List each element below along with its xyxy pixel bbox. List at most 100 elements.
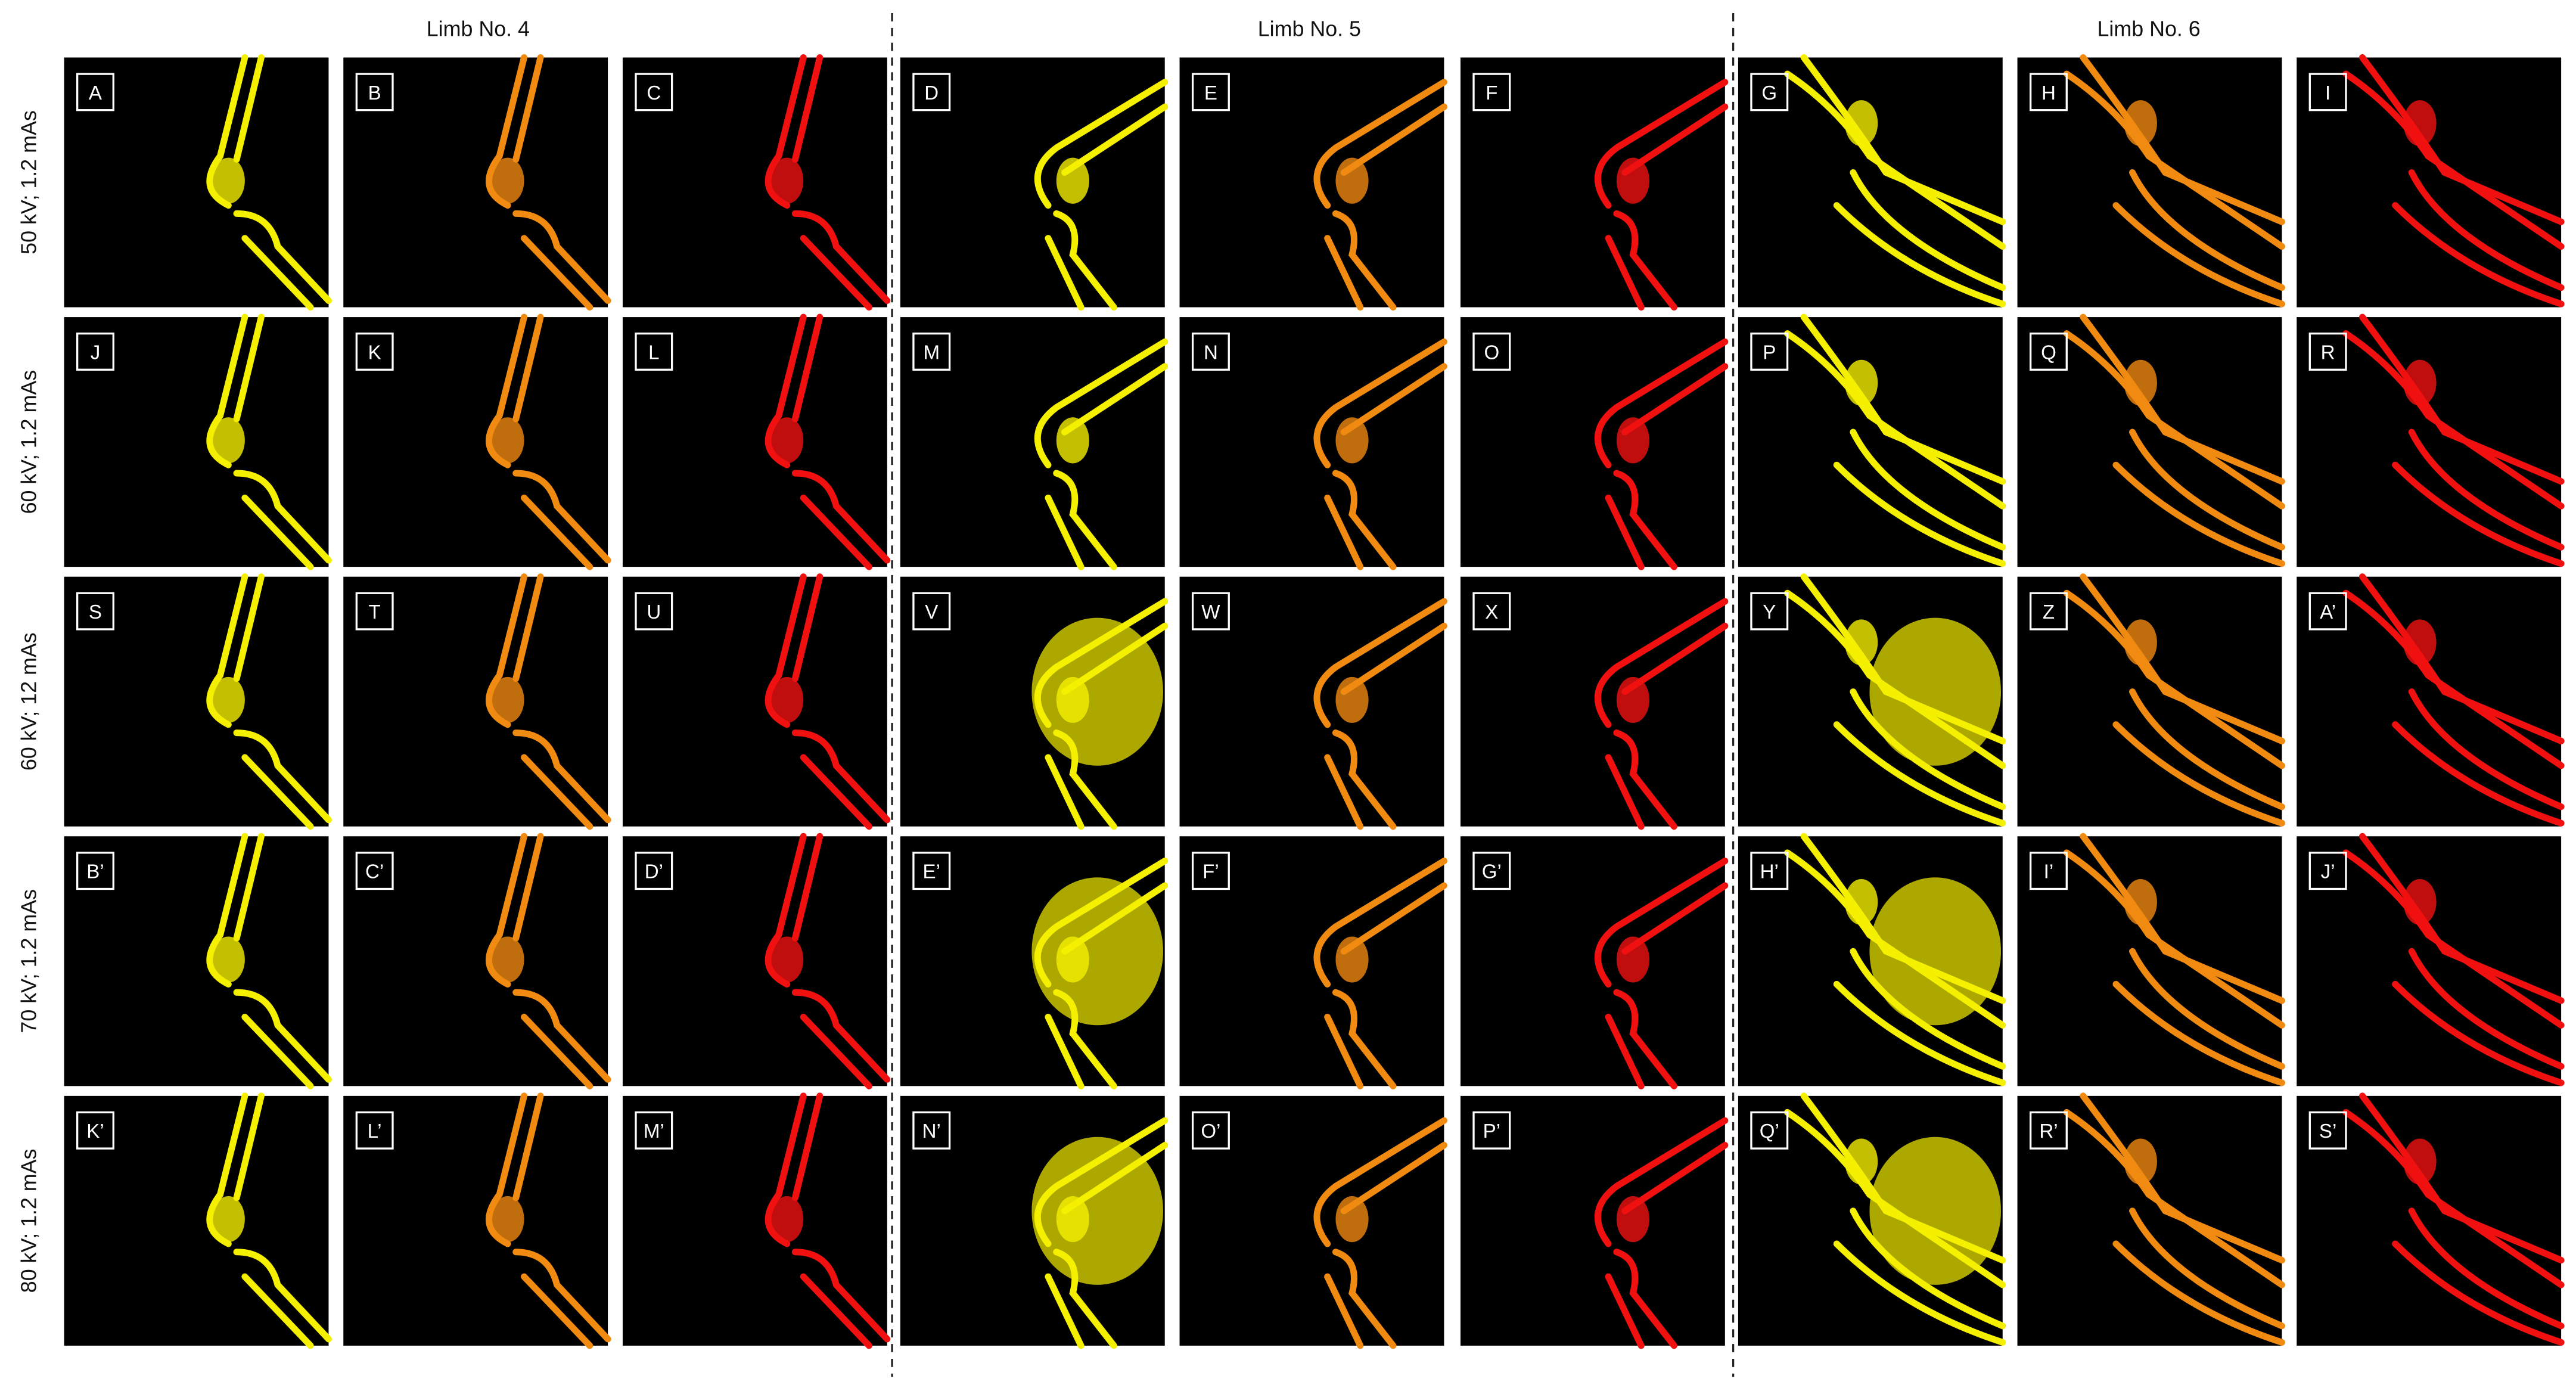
bone <box>1332 1249 1397 1349</box>
bone <box>521 1273 593 1349</box>
panel-label: F <box>1486 82 1497 104</box>
bone <box>2342 70 2565 250</box>
joint <box>1616 157 1650 204</box>
bone <box>1313 79 1447 209</box>
panel-background <box>64 836 329 1086</box>
panel-label: O <box>1484 341 1499 364</box>
label-box <box>635 1111 673 1150</box>
bone <box>791 210 891 305</box>
bone <box>1833 1240 2006 1346</box>
image-panel: E <box>1179 57 1447 311</box>
joint <box>2124 1138 2157 1185</box>
image-panel: B <box>343 54 611 311</box>
bone <box>1034 79 1169 209</box>
panel-label: E <box>1204 82 1217 104</box>
image-panel: C <box>622 54 891 311</box>
joint <box>212 1196 245 1243</box>
panel-background <box>900 57 1165 308</box>
label-box <box>1750 73 1789 111</box>
panel-background <box>1179 57 1444 308</box>
bone <box>2063 1109 2285 1288</box>
image-panel: A <box>64 54 332 311</box>
joint <box>1616 1196 1650 1243</box>
image-panel: L <box>622 313 891 570</box>
panel-label: N <box>1204 341 1218 364</box>
bone <box>233 989 332 1083</box>
bone <box>2408 169 2565 291</box>
bone <box>1833 202 2006 308</box>
row-label: 60 kV; 12 mAs <box>17 632 41 771</box>
bone <box>2129 1207 2285 1330</box>
image-panel: K’ <box>64 1092 332 1349</box>
label-box <box>1472 73 1511 111</box>
bone <box>800 235 873 311</box>
panel-label: G <box>1761 82 1777 104</box>
bone <box>1324 494 1364 570</box>
bone <box>2129 948 2285 1070</box>
bone <box>2112 202 2285 308</box>
image-panel: K <box>343 313 611 570</box>
image-panel: Z <box>2017 573 2285 827</box>
panel-label: M <box>923 341 940 364</box>
bone <box>241 754 314 830</box>
panel-background <box>343 576 608 827</box>
bone <box>2408 1207 2565 1330</box>
bone <box>233 470 332 564</box>
bone <box>2342 1109 2565 1288</box>
bone <box>1833 461 2006 567</box>
bone <box>521 494 593 570</box>
row-label: 60 kV; 1.2 mAs <box>17 370 41 514</box>
image-panel: J <box>64 313 332 570</box>
label-box <box>912 592 951 631</box>
image-panel: M <box>900 317 1169 570</box>
label-box <box>2308 73 2347 111</box>
bone <box>2112 1240 2285 1346</box>
panel-label: I’ <box>2044 861 2054 883</box>
bone <box>800 1014 873 1089</box>
joint <box>1845 1138 1878 1185</box>
label-box <box>76 73 114 111</box>
bone <box>1313 858 1447 988</box>
bone <box>521 754 593 830</box>
bone <box>1784 330 2006 510</box>
label-box <box>635 592 673 631</box>
panel-label: U <box>647 601 661 623</box>
bone <box>2392 1240 2565 1346</box>
panel-label: X <box>1485 601 1498 623</box>
label-box <box>355 852 394 890</box>
bone <box>1045 754 1085 830</box>
panel-label: L <box>648 341 659 364</box>
bone <box>233 729 332 824</box>
image-panel: E’ <box>900 836 1169 1089</box>
panel-background <box>343 57 608 308</box>
image-panel: T <box>343 573 611 830</box>
image-panel: Q’ <box>1738 1092 2006 1346</box>
joint <box>491 157 524 204</box>
joint <box>1616 676 1650 724</box>
joint <box>770 676 804 724</box>
bone <box>512 729 611 824</box>
panel-label: O’ <box>1201 1120 1220 1142</box>
bone <box>233 54 265 163</box>
panel-background <box>1460 1095 1725 1346</box>
image-panel: A’ <box>2297 573 2565 827</box>
joint <box>212 417 245 464</box>
joint <box>491 676 524 724</box>
bone <box>800 494 873 570</box>
label-box <box>76 332 114 371</box>
bone <box>2129 688 2285 811</box>
bone <box>1605 754 1645 830</box>
bone <box>791 573 824 682</box>
bone <box>2392 721 2565 827</box>
panel-background <box>1179 576 1444 827</box>
panel-background <box>1179 836 1444 1086</box>
bone <box>2063 849 2285 1029</box>
image-panel: D <box>900 57 1169 311</box>
label-box <box>1750 332 1789 371</box>
bone <box>1784 1109 2006 1288</box>
label-box <box>2308 592 2347 631</box>
bone <box>521 235 593 311</box>
bone <box>1850 429 2006 551</box>
panel-label: H <box>2041 82 2056 104</box>
label-box <box>2029 852 2068 890</box>
